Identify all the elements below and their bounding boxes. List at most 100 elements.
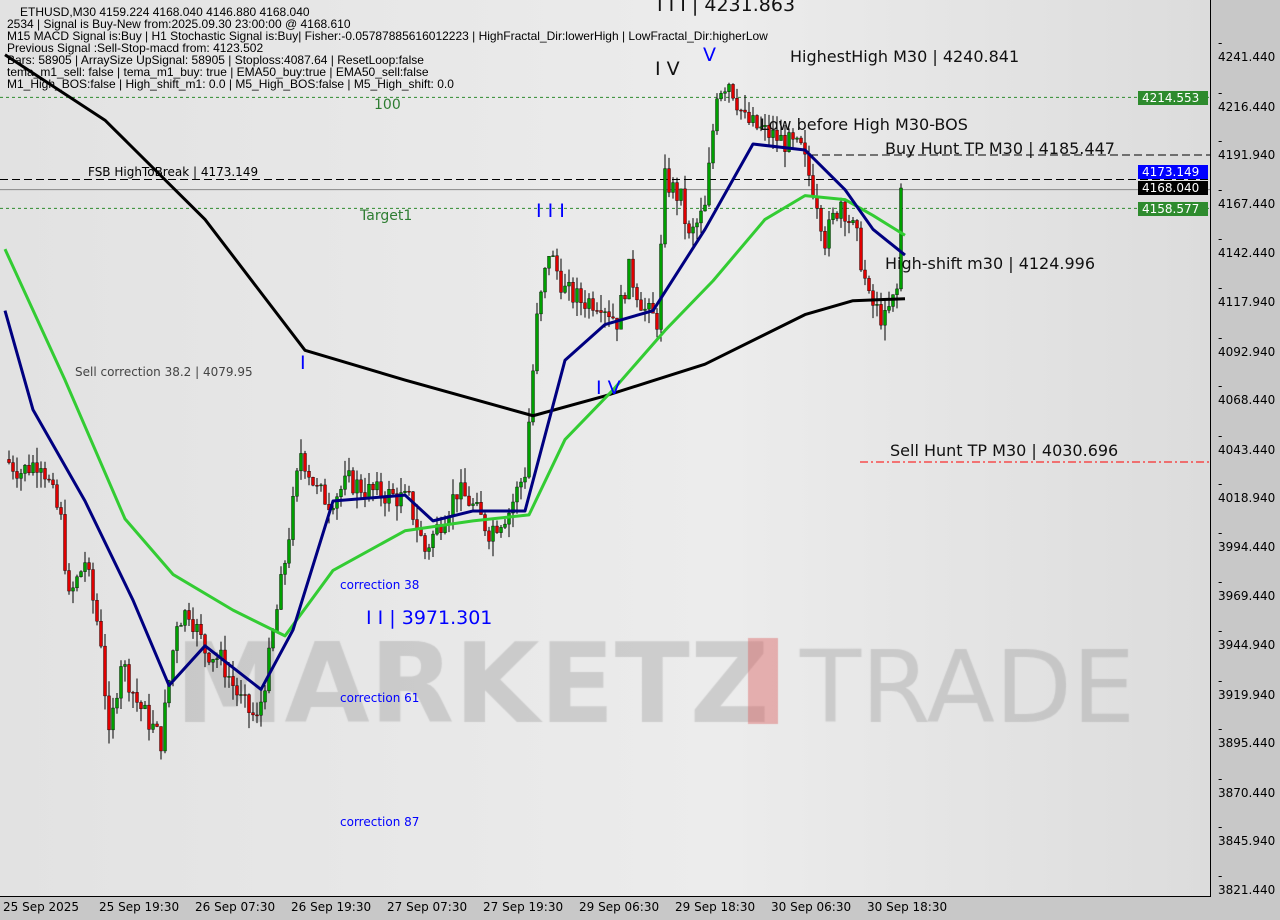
candle-body xyxy=(531,370,535,423)
candle-body xyxy=(539,291,543,315)
correction-61-label: correction 61 xyxy=(340,691,420,705)
candle-body xyxy=(359,479,363,493)
candle-body xyxy=(267,647,271,692)
candle-body xyxy=(635,287,639,301)
level-100-label: 100 xyxy=(374,97,401,113)
candle-body xyxy=(691,226,695,234)
candle-body xyxy=(347,470,351,477)
candle-body xyxy=(471,503,475,506)
candle-body xyxy=(695,222,699,228)
candle-body xyxy=(491,525,495,542)
candle-body xyxy=(463,482,467,497)
candle-body xyxy=(311,477,315,486)
candle-body xyxy=(103,645,107,697)
wave-iv-low-label: I V xyxy=(596,377,621,399)
info-line: Bars: 58905 | ArraySize UpSignal: 58905 … xyxy=(7,53,424,67)
candle-body xyxy=(727,84,731,92)
candle-body xyxy=(315,485,319,487)
candle-body xyxy=(787,132,791,152)
candle-body xyxy=(119,666,123,699)
candle-body xyxy=(227,676,231,678)
watermark-logo xyxy=(0,0,1210,896)
wave-iii-top-label: I I I | 4231.863 xyxy=(657,0,796,16)
wave-v-label: V xyxy=(703,44,716,66)
price-tick-label: - 4241.440 xyxy=(1218,36,1276,64)
candle-body xyxy=(215,658,219,660)
candle-body xyxy=(771,129,775,138)
price-tick-label: - 4117.940 xyxy=(1218,280,1276,309)
candle-body xyxy=(343,475,347,490)
price-chart xyxy=(0,53,1210,760)
candle-body xyxy=(535,313,539,372)
candle-body xyxy=(147,704,151,730)
high-shift-label: High-shift m30 | 4124.996 xyxy=(885,254,1096,273)
candle-body xyxy=(55,484,59,508)
candle-body xyxy=(855,220,859,229)
candle-body xyxy=(483,514,487,532)
candle-body xyxy=(59,507,63,515)
target1-label: Target1 xyxy=(360,208,413,224)
price-tick-label: - 4167.440 xyxy=(1218,182,1276,211)
price-tick-label: - 4191.940 xyxy=(1218,134,1276,163)
time-tick-label: 26 Sep 19:30 xyxy=(291,900,372,914)
candle-body xyxy=(39,468,43,473)
candle-body xyxy=(831,212,835,220)
candle-body xyxy=(679,188,683,201)
candle-body xyxy=(607,311,611,318)
candle-body xyxy=(623,295,627,300)
candle-body xyxy=(591,298,595,311)
candle-body xyxy=(563,285,567,293)
candle-body xyxy=(823,231,827,249)
candle-body xyxy=(639,299,643,311)
candle-body xyxy=(107,695,111,731)
price-tick-label: - 4018.940 xyxy=(1218,477,1276,506)
candle-body xyxy=(735,97,739,111)
candle-body xyxy=(235,685,239,696)
candle-body xyxy=(199,624,203,635)
candle-body xyxy=(67,570,71,592)
candle-body xyxy=(43,468,47,480)
wave-iv-top-label: I V xyxy=(655,58,680,80)
candle-body xyxy=(123,664,127,667)
candle-body xyxy=(783,134,787,152)
time-tick-label: 30 Sep 06:30 xyxy=(771,900,852,914)
candle-body xyxy=(259,701,263,716)
candle-body xyxy=(567,281,571,287)
candle-body xyxy=(203,634,207,654)
candle-body xyxy=(207,652,211,663)
price-tick-label: - 3845.940 xyxy=(1218,820,1276,849)
info-line: M15 MACD Signal is:Buy | H1 Stochastic S… xyxy=(7,29,768,43)
candle-body xyxy=(715,98,719,132)
candle-body xyxy=(419,529,423,536)
price-tick-label: - 3919.940 xyxy=(1218,673,1276,702)
candle-body xyxy=(187,610,191,620)
candle-body xyxy=(631,258,635,288)
candle-body xyxy=(895,288,899,295)
candle-body xyxy=(603,311,607,313)
candle-body xyxy=(619,295,623,330)
price-tag-fsb: 4173.149 xyxy=(1138,165,1208,179)
price-tick-label: - 4216.440 xyxy=(1218,85,1276,114)
candle-body xyxy=(335,496,339,509)
candle-body xyxy=(515,486,519,503)
candle-body xyxy=(723,91,727,94)
candle-body xyxy=(611,316,615,319)
candle-body xyxy=(551,255,555,257)
candle-body xyxy=(839,201,843,219)
candle-body xyxy=(767,125,771,138)
candle-body xyxy=(699,210,703,224)
candle-body xyxy=(403,490,407,493)
chart-plot-area[interactable]: ETHUSD,M30 4159.224 4168.040 4146.880 41… xyxy=(0,0,1211,897)
candle-body xyxy=(719,93,723,100)
correction-38-label: correction 38 xyxy=(340,578,420,592)
candle-body xyxy=(583,302,587,309)
candle-body xyxy=(307,471,311,478)
candle-body xyxy=(427,547,431,552)
candle-body xyxy=(599,310,603,313)
candle-body xyxy=(287,539,291,564)
price-tick-label: - 4142.440 xyxy=(1218,232,1276,261)
wave-i-label: I xyxy=(300,352,306,374)
candle-body xyxy=(579,288,583,303)
candle-body xyxy=(179,625,183,627)
price-tick-label: - 3895.440 xyxy=(1218,722,1276,751)
